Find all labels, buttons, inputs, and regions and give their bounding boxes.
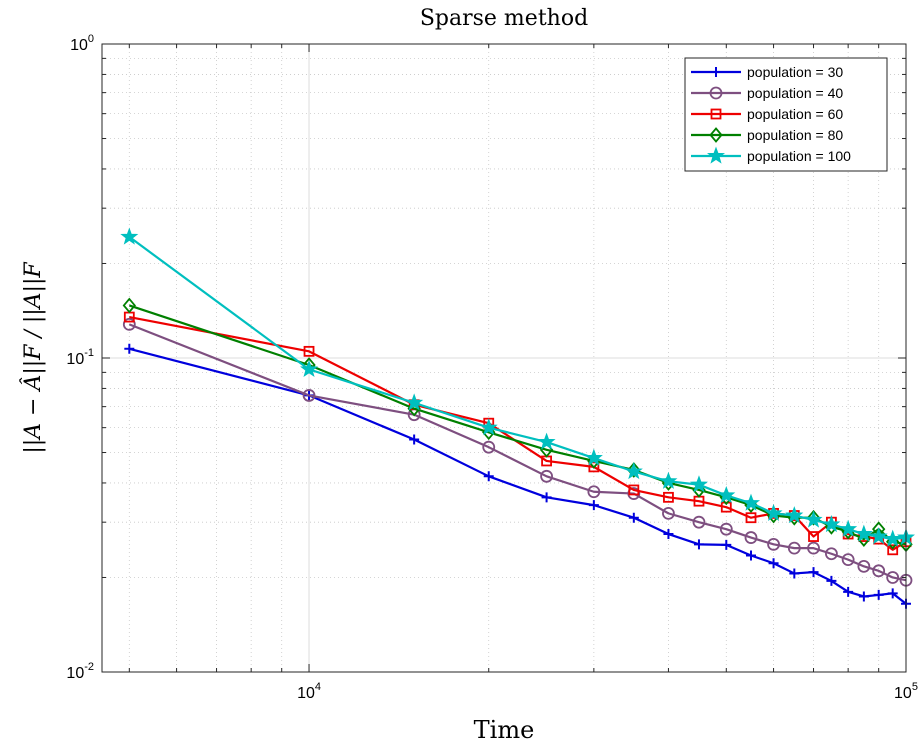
legend-label: population = 60	[747, 106, 843, 122]
data-point	[764, 503, 783, 522]
data-point	[122, 317, 136, 331]
data-point	[588, 500, 599, 511]
legend-marker	[709, 86, 723, 100]
legend: population = 30 population = 40 population…	[684, 57, 888, 172]
data-point	[887, 544, 899, 556]
data-point	[806, 509, 821, 526]
legend-label: population = 40	[747, 85, 843, 101]
data-point	[300, 359, 319, 378]
data-point	[785, 506, 804, 524]
data-point	[843, 586, 854, 597]
data-point	[767, 537, 780, 551]
data-point	[124, 343, 135, 354]
data-point	[628, 512, 639, 523]
data-point	[405, 393, 424, 411]
legend-marker	[711, 67, 721, 77]
legend-item: population = 100	[691, 146, 851, 164]
legend-label: population = 80	[747, 127, 843, 143]
data-point	[663, 491, 674, 503]
data-point	[662, 506, 675, 520]
y-tick-label: 10-1	[66, 347, 94, 368]
data-point	[869, 527, 888, 545]
tick-labels: 104 105 10-2 10-1 100	[66, 33, 918, 702]
data-point	[744, 531, 758, 544]
data-point	[808, 567, 819, 578]
data-point	[303, 345, 315, 357]
legend-item: population = 30	[691, 64, 843, 80]
data-point	[541, 492, 552, 503]
data-point	[883, 529, 902, 547]
x-axis-label: Time	[474, 716, 535, 744]
axis-ticks	[102, 43, 907, 673]
data-point	[689, 475, 708, 493]
y-axis-label: ||A − Â||F / ||A||F	[19, 262, 46, 454]
legend-marker	[709, 127, 723, 143]
data-point	[746, 550, 757, 561]
data-point	[887, 588, 898, 599]
data-point	[804, 510, 823, 528]
data-point	[787, 541, 801, 555]
data-point	[628, 484, 640, 496]
data-point	[584, 448, 603, 466]
data-point	[822, 515, 841, 533]
legend-marker	[706, 146, 726, 164]
data-point	[588, 461, 600, 473]
data-point	[768, 558, 779, 569]
legend-item: population = 80	[691, 127, 843, 143]
y-tick-label: 10-2	[66, 661, 94, 682]
data-point	[540, 469, 553, 483]
data-point	[857, 559, 871, 573]
chart-title: Sparse method	[420, 6, 588, 31]
data-point	[659, 471, 678, 489]
data-point	[854, 524, 873, 542]
data-point	[741, 493, 761, 511]
data-point	[409, 434, 420, 445]
data-point	[839, 519, 858, 537]
series-layer	[120, 227, 916, 609]
data-point	[873, 589, 884, 600]
data-point	[120, 227, 139, 245]
data-point	[663, 529, 674, 540]
data-point	[719, 522, 733, 536]
data-point	[721, 539, 732, 550]
data-point	[482, 440, 496, 454]
data-point	[627, 462, 641, 478]
data-point	[807, 541, 820, 555]
data-point	[886, 571, 900, 584]
data-point	[483, 471, 494, 482]
data-point	[826, 575, 837, 586]
data-point	[587, 485, 601, 499]
series-1	[124, 343, 911, 609]
data-point	[808, 531, 819, 542]
data-point	[693, 539, 704, 550]
legend-item: population = 40	[691, 85, 843, 101]
data-point	[624, 462, 643, 480]
legend-marker	[710, 108, 722, 120]
data-point	[825, 547, 838, 561]
data-point	[841, 553, 855, 567]
data-point	[537, 432, 556, 450]
data-point	[717, 485, 736, 504]
x-tick-label: 104	[297, 681, 321, 702]
data-point	[479, 418, 498, 436]
data-point	[122, 297, 136, 314]
y-tick-label: 100	[70, 33, 94, 54]
data-point	[745, 512, 757, 524]
legend-label: population = 100	[747, 148, 851, 164]
data-point	[302, 389, 316, 402]
series-line	[128, 323, 907, 582]
legend-label: population = 30	[747, 64, 843, 80]
data-point	[627, 487, 641, 500]
x-tick-label: 105	[894, 681, 918, 702]
data-point	[858, 591, 869, 602]
series-5	[120, 227, 916, 547]
data-point	[872, 564, 886, 578]
data-point	[692, 515, 706, 529]
legend-item: population = 60	[691, 106, 843, 122]
data-point	[789, 568, 800, 579]
